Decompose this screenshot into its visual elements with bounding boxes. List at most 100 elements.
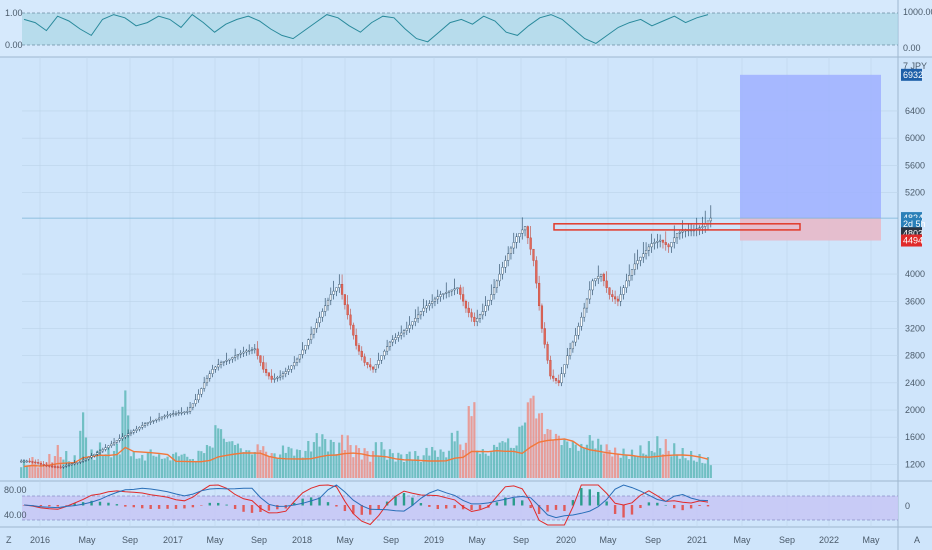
time-axis[interactable]: 2016 May Sep 2017 May Sep 2018 May Sep 2019 May Sep… [30,535,880,545]
oscillator-line [23,13,709,44]
volume-bar [484,453,487,478]
volume-bar [90,449,93,478]
volume-bar [36,467,40,478]
time-tick-label: May [733,535,751,545]
volume-bar [459,444,462,478]
volume-bar [228,441,231,478]
candle-body [312,328,316,335]
candle-body [115,440,118,443]
volume-bar [605,444,608,478]
candle-body [411,321,414,326]
candle-body [450,289,453,292]
volume-bar [602,453,605,478]
time-tick-label: 2017 [163,535,183,545]
volume-bar [597,438,600,478]
candle-body [487,299,490,307]
histogram-bar [554,505,558,510]
volume-bar [253,451,256,478]
time-tick-label: 2016 [30,535,50,545]
candle-body [293,362,296,367]
price-panel[interactable] [20,74,898,478]
histogram-bar [183,505,186,509]
candle-body [675,233,679,239]
volume-bar [566,441,569,478]
histogram-bar [107,502,110,506]
histogram-bar [377,505,380,510]
histogram-bar [470,505,473,511]
volume-bar [326,451,330,478]
candle-body [262,362,265,370]
candle-body [110,443,113,447]
candle-body [678,231,681,234]
candle-body [107,445,110,448]
volume-bar [619,457,622,478]
candle-body [371,366,375,370]
candle-body [369,364,372,368]
candle-body [141,425,144,428]
candle-body [324,305,327,312]
target-zone[interactable] [740,74,881,219]
axis-unit-prefix: 7 [903,61,908,71]
oscillator-slow-line [23,484,709,519]
volume-bar [608,450,611,478]
resistance-box[interactable] [553,223,801,231]
candle-body [236,354,240,357]
volume-bar [380,442,383,478]
price-axis[interactable]: 7 JPY 6400 6000 5600 5200 4000 3600 3200 2800 24… [901,61,927,469]
histogram-bar [613,505,617,514]
candle-body [554,378,558,381]
candle-body [653,242,656,244]
osc-right-tick-lower: 0.00 [903,43,921,53]
price-badge [901,68,922,81]
candle-body [183,411,186,414]
volume-bar [377,455,380,478]
candle-body [25,460,28,463]
volume-bar [456,430,459,478]
volume-bar [343,450,346,478]
volume-bar [673,443,676,478]
candle-body [580,316,583,327]
candle-body [127,433,130,436]
corner-left-label[interactable]: Z [6,535,12,545]
candle-body [484,305,487,312]
candle-body [467,307,470,313]
volume-bar [121,406,124,478]
candlesticks [20,205,712,469]
histogram-bar [233,505,237,509]
volume-bar [67,461,71,478]
histogram-bar [157,505,161,509]
volume-bar [543,434,546,478]
volume-bar [259,450,262,478]
time-tick-label: May [468,535,486,545]
candle-body [647,246,650,251]
candle-body [290,365,293,370]
volume-bar [169,460,172,478]
candle-body [442,293,445,295]
candle-body [146,422,149,424]
volume-bar [473,402,476,478]
volume-bar [509,447,513,478]
candle-body [667,244,670,248]
candle-body [135,428,138,431]
volume-bar [538,413,541,478]
volume-bar [132,451,135,478]
histogram-bar [563,505,566,512]
candle-body [363,356,366,363]
histogram-bar [65,505,68,506]
candle-body [273,378,276,380]
candle-body [419,311,422,316]
volume-bar [495,446,498,478]
volume-bar [284,452,287,478]
candle-body [462,294,465,302]
volume-bar [397,452,400,478]
candle-body [625,280,628,288]
axis-unit-label: 7 JPY [903,61,927,71]
histogram-bar [428,505,431,507]
volume-bar [633,456,636,478]
corner-right-label[interactable]: A [914,535,920,545]
volume-bar [93,459,96,478]
volume-bar [504,442,507,478]
volume-bar [447,450,451,478]
candle-body [152,420,155,422]
